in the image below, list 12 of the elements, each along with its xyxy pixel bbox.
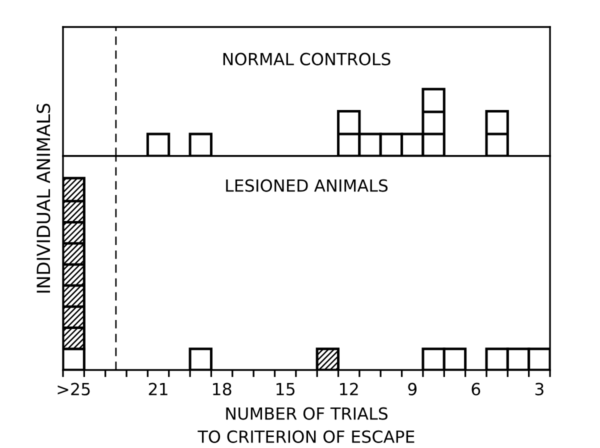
- x-tick-label: 6: [472, 382, 480, 396]
- chart-title: NORMAL CONTROLS: [223, 52, 390, 66]
- chart-title: LESIONED ANIMALS: [226, 179, 388, 192]
- x-axis-title: NUMBER OF TRIALS TO CRITERION OF ESCAPE: [198, 407, 414, 443]
- x-tick-label: >25: [58, 382, 90, 396]
- x-tick-label: 15: [276, 383, 294, 396]
- x-tick-label: 9: [408, 382, 417, 396]
- x-tick-label: 18: [213, 382, 232, 396]
- y-axis-title: INDIVIDUAL ANIMALS: [36, 104, 50, 293]
- x-tick-label: 12: [340, 382, 358, 396]
- x-tick-label: 3: [535, 382, 544, 396]
- x-tick-label: 21: [148, 382, 168, 396]
